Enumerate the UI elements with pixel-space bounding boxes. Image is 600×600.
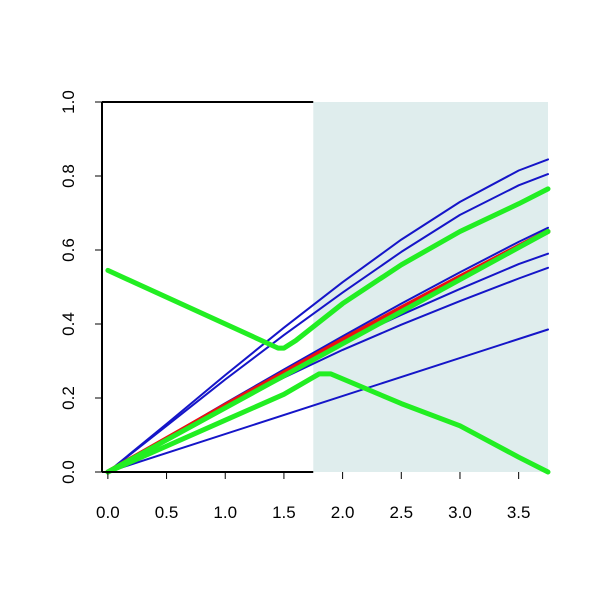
- y-tick-label: 0.8: [59, 164, 78, 188]
- y-tick-label: 0.6: [59, 238, 78, 262]
- series-line-blue-6: [106, 328, 549, 473]
- x-tick-label: 2.0: [331, 503, 355, 522]
- series-line-green-10: [105, 371, 551, 475]
- y-tick-label: 0.4: [59, 312, 78, 336]
- y-tick-label: 0.2: [59, 386, 78, 410]
- series-line-green-8: [105, 229, 551, 475]
- series-line-blue-2: [106, 173, 549, 473]
- x-tick-label: 1.0: [213, 503, 237, 522]
- series-layer: [105, 158, 551, 475]
- series-line-green-9: [105, 186, 551, 351]
- y-tick-label: 0.0: [59, 460, 78, 484]
- series-line-blue-1: [106, 158, 549, 473]
- x-tick-label: 3.0: [448, 503, 472, 522]
- x-tick-label: 2.5: [389, 503, 413, 522]
- x-tick-label: 1.5: [272, 503, 296, 522]
- y-tick-label: 1.0: [59, 90, 78, 114]
- axes: 0.0 0.5 1.0 1.5 2.0 2.5 3.0 3.5 0.0 0.2 0.4 0.6 0.8 1…: [59, 90, 530, 522]
- x-tick-label: 3.5: [507, 503, 531, 522]
- x-tick-label: 0.5: [155, 503, 179, 522]
- x-tick-label: 0.0: [96, 503, 120, 522]
